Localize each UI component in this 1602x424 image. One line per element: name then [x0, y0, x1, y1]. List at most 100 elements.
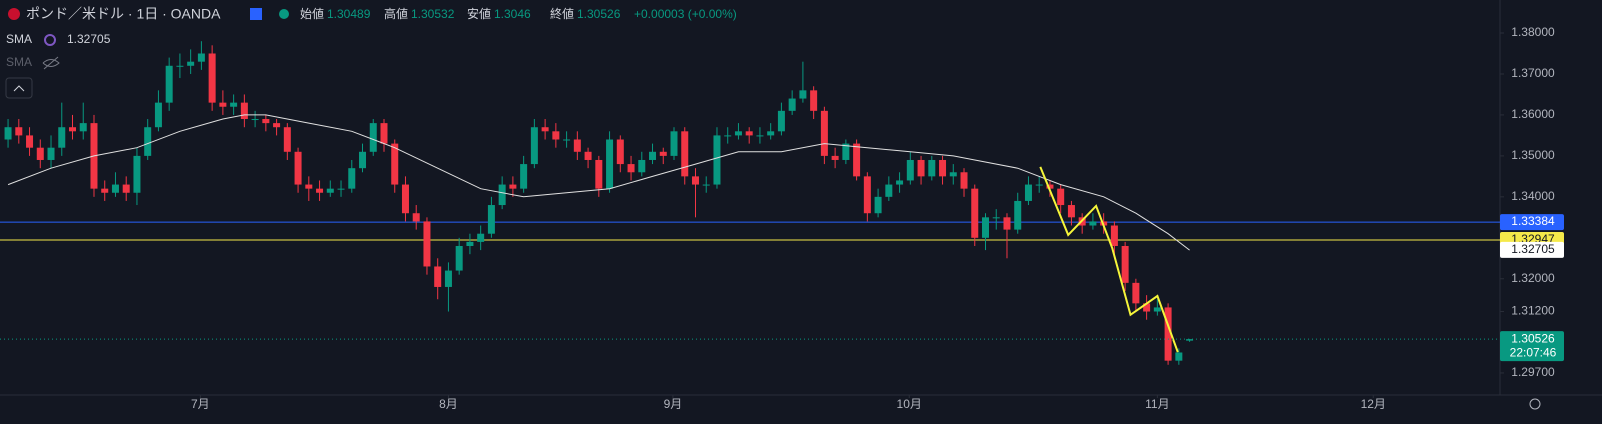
candle-body [337, 188, 345, 190]
candle-body [133, 155, 141, 193]
y-tick-label: 1.31200 [1511, 304, 1555, 318]
candle-body [530, 127, 538, 165]
candle-body [208, 53, 216, 103]
candle-body [144, 127, 152, 156]
candle-body [1153, 307, 1161, 312]
hidden-icon[interactable] [42, 56, 60, 70]
trend-drawing [1039, 166, 1179, 353]
candle-body [316, 188, 324, 193]
candle-body [15, 127, 23, 136]
candle-body [477, 233, 485, 242]
candle-body [487, 205, 495, 234]
low-value: 1.3046 [494, 7, 531, 21]
y-tick-label: 1.37000 [1511, 66, 1555, 80]
collapse-button[interactable] [5, 77, 33, 99]
hline-label: 1.33384 [1511, 214, 1555, 228]
candle-body [466, 241, 474, 246]
candle-body [992, 217, 1000, 219]
candle-body [1110, 225, 1118, 246]
candle-body [26, 135, 34, 148]
candle-body [79, 123, 87, 132]
y-tick-label: 1.38000 [1511, 25, 1555, 39]
legend-sma-hidden: SMA [6, 55, 32, 69]
candle-body [713, 135, 721, 185]
candle-body [176, 65, 184, 67]
candle-body [627, 164, 635, 173]
candle-body [165, 65, 173, 103]
candle-body [1175, 352, 1183, 361]
candle-body [659, 151, 667, 156]
candle-body [777, 110, 785, 132]
candle-body [917, 159, 925, 177]
settings-icon[interactable] [1529, 398, 1541, 410]
candle-body [1067, 205, 1075, 218]
candle-body [745, 131, 753, 136]
candle-body [563, 139, 571, 141]
sma-price-label-box [1500, 241, 1564, 258]
close-label: 終値 [550, 6, 574, 21]
candle-body [1046, 184, 1054, 189]
candle-body [820, 110, 828, 156]
candle-body [896, 180, 904, 185]
x-tick-label: 9月 [664, 397, 683, 411]
sma-icon[interactable] [44, 34, 56, 46]
candle-body [1057, 188, 1065, 206]
change: +0.00003 (+0.00%) [634, 7, 737, 21]
candle-body [971, 188, 979, 238]
candle-body [305, 184, 313, 189]
candle-body [380, 123, 388, 144]
candle-body [197, 53, 205, 62]
low-label: 安値 [467, 6, 491, 21]
candle-body [863, 176, 871, 214]
candle-body [520, 164, 528, 189]
candle-body [369, 123, 377, 152]
candle-body [47, 147, 55, 160]
candle-body [1186, 339, 1194, 341]
candle-body [348, 168, 356, 189]
candle-body [423, 221, 431, 267]
y-tick-label: 1.34000 [1511, 189, 1555, 203]
candle-body [326, 188, 334, 193]
candle-body [756, 135, 764, 137]
candle-body [58, 127, 66, 148]
candle-body [111, 184, 119, 193]
countdown: 22:07:46 [1510, 345, 1557, 359]
candle-body [294, 151, 302, 185]
candle-body [799, 90, 807, 99]
x-tick-label: 10月 [897, 397, 922, 411]
candle-body [885, 184, 893, 197]
candle-body [649, 151, 657, 160]
candle-body [240, 102, 248, 120]
candle-body [230, 102, 238, 107]
candle-body [1164, 307, 1172, 361]
candle-body [444, 270, 452, 287]
candle-body [36, 147, 44, 160]
candle-body [842, 143, 850, 160]
candle-body [262, 119, 270, 124]
candle-body [401, 184, 409, 214]
candle-body [724, 135, 732, 137]
last-price-box [1500, 331, 1564, 362]
high-label: 高値 [384, 6, 408, 21]
candle-body [810, 90, 818, 111]
candle-body [1089, 221, 1097, 226]
last-price-label: 1.30526 [1511, 331, 1555, 345]
candle-body [1143, 303, 1151, 312]
close-value: 1.30526 [577, 7, 621, 21]
flag-icon [8, 8, 20, 20]
candle-body [874, 196, 882, 214]
candle-body [584, 151, 592, 160]
candle-body [283, 127, 291, 152]
candle-body [391, 143, 399, 185]
candle-body [122, 184, 130, 193]
candle-body [412, 213, 420, 222]
candle-body [251, 119, 259, 121]
candle-body [831, 155, 839, 160]
sma-price-label: 1.32705 [1511, 242, 1555, 256]
candle-body [187, 61, 195, 66]
candle-body [949, 172, 957, 177]
candle-body [788, 98, 796, 111]
x-tick-label: 8月 [439, 397, 458, 411]
